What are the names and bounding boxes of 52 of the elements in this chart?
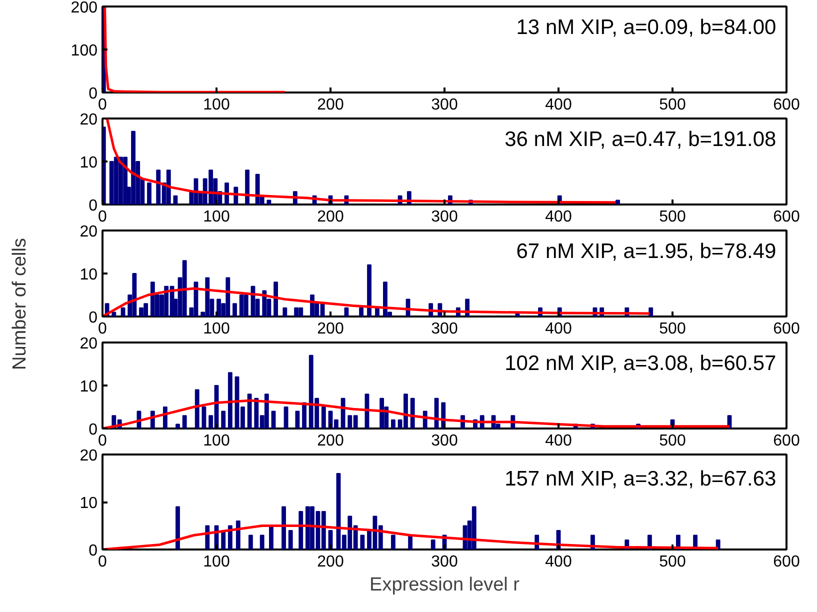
y-tick-label: 0 [88,86,98,102]
x-tick-label: 600 [773,96,800,114]
y-tick-label: 20 [80,224,98,240]
x-tick-label: 100 [203,432,230,450]
x-tick-label: 500 [659,96,686,114]
y-tick-label: 20 [80,112,98,128]
x-tick-label: 500 [659,554,686,570]
x-tick-label: 500 [659,432,686,450]
y-tick-label: 0 [88,422,98,438]
x-tick-label: 100 [203,208,230,226]
y-tick-label: 10 [80,495,98,512]
annotation: 67 nM XIP, a=1.95, b=78.49 [516,240,776,264]
annotation: 13 nM XIP, a=0.09, b=84.00 [516,16,776,40]
x-tick-label: 500 [659,208,686,226]
y-tick-label: 0 [88,198,98,214]
y-tick-label: 0 [88,542,98,560]
x-tick-label: 600 [773,320,800,338]
x-tick-label: 100 [203,96,230,114]
annotation: 157 nM XIP, a=3.32, b=67.63 [504,468,776,491]
x-tick-label: 600 [773,554,800,570]
x-tick-label: 400 [545,96,572,114]
x-tick-label: 600 [773,432,800,450]
x-tick-label: 200 [317,554,344,570]
x-tick-label: 100 [203,320,230,338]
x-tick-label: 200 [317,320,344,338]
y-axis-title: Number of cells [8,238,32,370]
x-tick-label: 200 [317,96,344,114]
annotation: 36 nM XIP, a=0.47, b=191.08 [504,128,776,152]
x-tick-label: 300 [431,320,458,338]
y-tick-label: 10 [80,378,98,396]
y-tick-label: 200 [70,0,98,16]
x-tick-label: 200 [317,208,344,226]
x-tick-label: 200 [317,432,344,450]
x-tick-label: 400 [545,554,572,570]
x-tick-label: 100 [203,554,230,570]
x-tick-label: 400 [545,320,572,338]
y-tick-label: 20 [80,448,98,464]
y-tick-label: 0 [88,310,98,326]
x-tick-label: 400 [545,208,572,226]
x-tick-label: 500 [659,320,686,338]
y-tick-label: 10 [80,266,98,284]
y-tick-label: 20 [80,336,98,352]
x-axis-title: Expression level r [370,574,520,596]
y-tick-label: 10 [80,154,98,172]
y-tick-label: 100 [70,42,98,60]
x-tick-label: 400 [545,432,572,450]
x-tick-label: 300 [431,432,458,450]
x-tick-label: 300 [431,554,458,570]
x-tick-label: 300 [431,96,458,114]
annotation: 102 nM XIP, a=3.08, b=60.57 [504,352,776,376]
x-tick-label: 600 [773,208,800,226]
x-tick-label: 300 [431,208,458,226]
